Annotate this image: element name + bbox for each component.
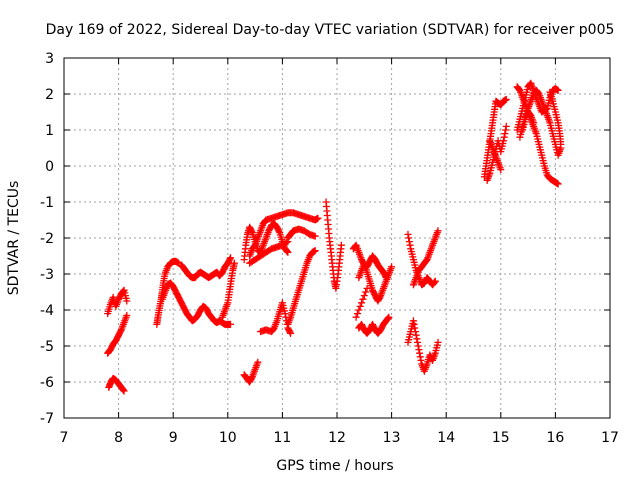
x-tick-label: 14	[437, 430, 455, 446]
data-point	[413, 335, 421, 343]
data-point	[500, 133, 508, 141]
data-point	[284, 248, 292, 256]
data-point	[314, 214, 322, 222]
data-point	[404, 230, 412, 238]
data-point	[356, 302, 364, 310]
x-tick-label: 8	[114, 430, 123, 446]
data-point	[358, 299, 366, 307]
x-tick-label: 16	[546, 430, 564, 446]
data-point	[248, 374, 256, 382]
data-point	[226, 255, 234, 263]
data-point	[411, 324, 419, 332]
data-point	[557, 140, 565, 148]
data-point	[117, 327, 125, 335]
data-point	[230, 259, 238, 267]
y-tick-label: -3	[40, 267, 54, 283]
data-point	[409, 317, 417, 325]
x-tick-label: 10	[219, 430, 237, 446]
data-point	[530, 119, 538, 127]
data-point	[376, 293, 384, 301]
data-point	[414, 342, 422, 350]
data-point	[360, 292, 368, 300]
data-point	[123, 311, 131, 319]
data-point	[311, 232, 319, 240]
y-tick-label: -5	[40, 339, 54, 355]
data-point	[411, 328, 419, 336]
data-point	[405, 238, 413, 246]
x-tick-label: 12	[328, 430, 346, 446]
data-point	[410, 320, 418, 328]
data-points	[104, 79, 565, 395]
y-tick-label: -1	[40, 195, 54, 211]
data-point	[554, 86, 562, 94]
data-point	[282, 239, 290, 246]
data-point	[381, 272, 389, 280]
data-point	[254, 358, 262, 366]
x-tick-label: 17	[601, 430, 619, 446]
data-point	[412, 331, 420, 339]
data-point	[554, 180, 562, 188]
data-point	[431, 278, 439, 286]
y-tick-label: 1	[45, 123, 54, 139]
grid	[64, 58, 610, 418]
plot-frame	[63, 57, 611, 419]
x-tick-label: 9	[169, 430, 178, 446]
data-point	[414, 338, 422, 346]
data-point	[500, 137, 508, 145]
data-point	[362, 288, 370, 296]
data-point	[123, 297, 131, 305]
data-point	[431, 277, 439, 285]
data-point	[248, 227, 256, 235]
data-point	[281, 310, 289, 318]
data-point	[384, 314, 392, 322]
data-point	[119, 386, 127, 394]
data-point	[502, 95, 510, 103]
data-point	[363, 284, 371, 292]
chart-title: Day 169 of 2022, Sidereal Day-to-day VTE…	[46, 22, 615, 38]
y-tick-label: 3	[45, 51, 54, 67]
data-point	[406, 241, 414, 249]
data-point	[286, 328, 294, 336]
data-point	[283, 248, 291, 255]
data-point	[416, 353, 424, 361]
data-point	[415, 346, 423, 354]
data-point	[434, 338, 442, 346]
x-tick-label: 7	[60, 430, 69, 446]
data-point	[416, 349, 424, 357]
data-point	[382, 274, 390, 282]
data-point	[337, 241, 345, 249]
data-point	[502, 122, 510, 130]
x-axis-label: GPS time / hours	[276, 458, 393, 474]
y-tick-label: 0	[45, 159, 54, 175]
data-point	[275, 227, 283, 235]
data-point	[388, 263, 396, 271]
data-point	[353, 310, 361, 318]
data-point	[502, 126, 510, 134]
y-axis-label: SDTVAR / TECUs	[6, 181, 22, 296]
data-point	[287, 329, 295, 337]
data-point	[501, 130, 509, 138]
x-tick-label: 13	[383, 430, 401, 446]
data-point	[497, 166, 505, 174]
x-tick-label: 15	[492, 430, 510, 446]
data-point	[352, 313, 360, 321]
y-tick-label: -7	[40, 411, 54, 427]
data-point	[385, 313, 393, 321]
x-tick-label: 11	[273, 430, 291, 446]
data-point	[227, 320, 235, 328]
y-tick-label: 2	[45, 87, 54, 103]
data-point	[311, 247, 319, 255]
y-tick-label: -4	[40, 303, 54, 319]
data-point	[434, 227, 442, 235]
data-point	[227, 254, 235, 262]
y-tick-label: -2	[40, 231, 54, 247]
data-point	[359, 295, 367, 303]
data-point	[405, 234, 413, 242]
data-point	[355, 306, 363, 314]
data-point	[120, 387, 128, 395]
data-point	[417, 356, 425, 364]
y-tick-label: -6	[40, 375, 54, 391]
